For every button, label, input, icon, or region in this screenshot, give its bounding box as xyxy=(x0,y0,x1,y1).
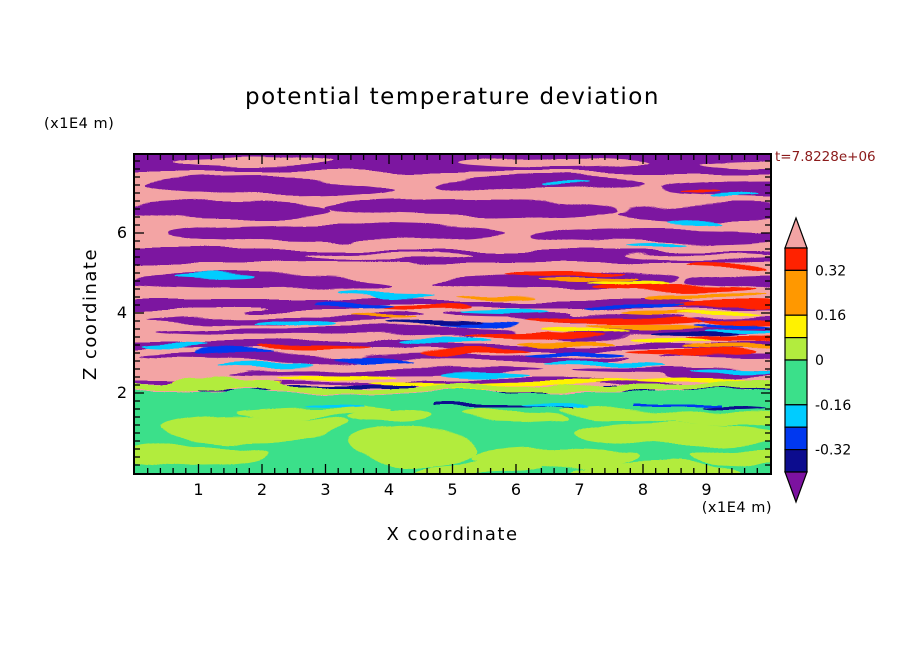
colorbar-tick-label: -0.16 xyxy=(815,398,851,414)
x-tick-label: 5 xyxy=(447,480,458,499)
colorbar-segment xyxy=(784,247,808,271)
x-tick-label: 3 xyxy=(320,480,331,499)
y-axis-unit-label: (x1E4 m) xyxy=(44,116,115,132)
colorbar-segment xyxy=(784,449,808,473)
x-tick-label: 4 xyxy=(383,480,395,499)
colorbar-tick-label: 0 xyxy=(815,353,824,369)
axis-ticks-layer xyxy=(135,155,770,473)
colorbar-tick-label: 0.16 xyxy=(815,308,846,324)
colorbar-segment xyxy=(784,404,808,428)
x-tick-label: 9 xyxy=(701,480,712,499)
field-stratified-layers xyxy=(135,155,770,386)
temperature-field xyxy=(135,155,770,473)
colorbar-tick-label: -0.32 xyxy=(815,443,851,459)
colorbar-tick-label: 0.32 xyxy=(815,263,846,279)
colorbar-segment xyxy=(784,426,808,451)
x-tick-label: 7 xyxy=(574,480,585,499)
time-annotation: t=7.8228e+06 xyxy=(775,149,876,165)
x-axis-title: X coordinate xyxy=(386,524,519,545)
x-tick-label: 6 xyxy=(510,480,522,499)
x-axis-unit-label: (x1E4 m) xyxy=(701,500,772,516)
y-tick-label: 4 xyxy=(116,303,127,322)
x-tick-label: 8 xyxy=(637,480,649,499)
x-tick-label: 1 xyxy=(193,480,204,499)
y-tick-label: 2 xyxy=(116,383,127,402)
plot-area xyxy=(133,153,772,475)
colorbar-segment xyxy=(784,314,808,339)
colorbar-over-arrow xyxy=(784,216,808,249)
colorbar: 0.32 0.16 0 -0.16 -0.32 xyxy=(784,216,851,504)
colorbar-segment xyxy=(784,359,808,406)
colorbar-under-arrow xyxy=(784,471,808,504)
field-interface-streaks xyxy=(305,402,765,409)
plot-title: potential temperature deviation xyxy=(245,84,660,110)
x-tick-label: 2 xyxy=(256,480,268,499)
y-tick-label: 6 xyxy=(116,223,127,242)
colorbar-segment xyxy=(784,269,808,316)
colorbar-segment xyxy=(784,336,808,361)
